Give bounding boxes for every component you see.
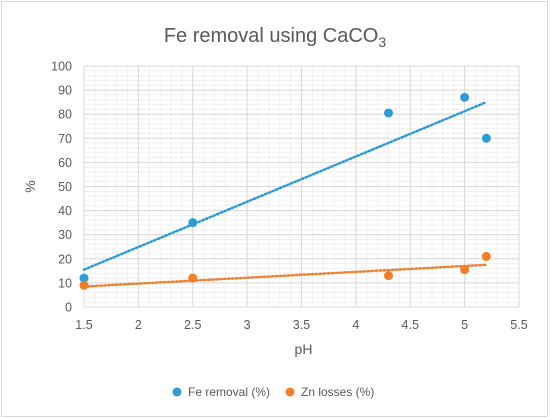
trendline-series-1 (82, 263, 488, 288)
legend-marker-fe (172, 387, 182, 397)
legend-label-zn: Zn losses (%) (301, 385, 374, 399)
data-point-series-0 (481, 133, 491, 143)
chart-title: Fe removal using CaCO3 (164, 25, 387, 50)
x-axis-label: pH (295, 341, 313, 357)
trendline-series-0 (82, 100, 488, 271)
x-tick-label: 4 (352, 318, 359, 332)
data-points (79, 92, 491, 290)
x-tick-label: 5.5 (510, 318, 527, 332)
y-tick-label: 80 (58, 108, 72, 122)
legend-item-fe: Fe removal (%) (172, 385, 270, 399)
x-tick-label: 2.5 (184, 318, 201, 332)
y-tick-label: 10 (58, 276, 72, 290)
legend: Fe removal (%) Zn losses (%) (172, 385, 374, 399)
trendlines (82, 100, 488, 288)
x-tick-label: 5 (461, 318, 468, 332)
y-tick-label: 30 (58, 228, 72, 242)
data-point-series-1 (460, 265, 470, 275)
data-point-series-1 (79, 280, 89, 290)
legend-item-zn: Zn losses (%) (285, 385, 374, 399)
y-tick-label: 0 (65, 301, 72, 315)
data-point-series-0 (79, 273, 89, 283)
data-point-series-0 (384, 108, 393, 118)
data-point-series-0 (188, 218, 198, 228)
major-gridlines (83, 65, 520, 308)
y-tick-label: 50 (58, 180, 72, 194)
x-tick-label: 4.5 (402, 318, 419, 332)
data-point-series-1 (384, 271, 393, 281)
data-point-series-0 (460, 92, 470, 102)
x-tick-label: 3 (244, 318, 251, 332)
y-tick-label: 40 (58, 204, 72, 218)
x-axis-ticks: 1.5 2 2.5 3 3.5 4 4.5 5 5.5 (75, 318, 527, 332)
data-point-series-1 (481, 251, 491, 261)
y-tick-label: 70 (58, 132, 72, 146)
y-tick-label: 20 (58, 252, 72, 266)
x-tick-label: 1.5 (75, 318, 92, 332)
legend-label-fe: Fe removal (%) (188, 385, 270, 399)
x-tick-label: 3.5 (293, 318, 310, 332)
y-axis-ticks: 0 10 20 30 40 50 60 70 80 90 100 (51, 60, 72, 315)
x-tick-label: 2 (135, 318, 142, 332)
legend-marker-zn (285, 387, 295, 397)
y-tick-label: 100 (51, 60, 72, 74)
y-axis-label: % (22, 180, 38, 192)
data-point-series-1 (188, 273, 198, 283)
y-tick-label: 90 (58, 84, 72, 98)
y-tick-label: 60 (58, 156, 72, 170)
